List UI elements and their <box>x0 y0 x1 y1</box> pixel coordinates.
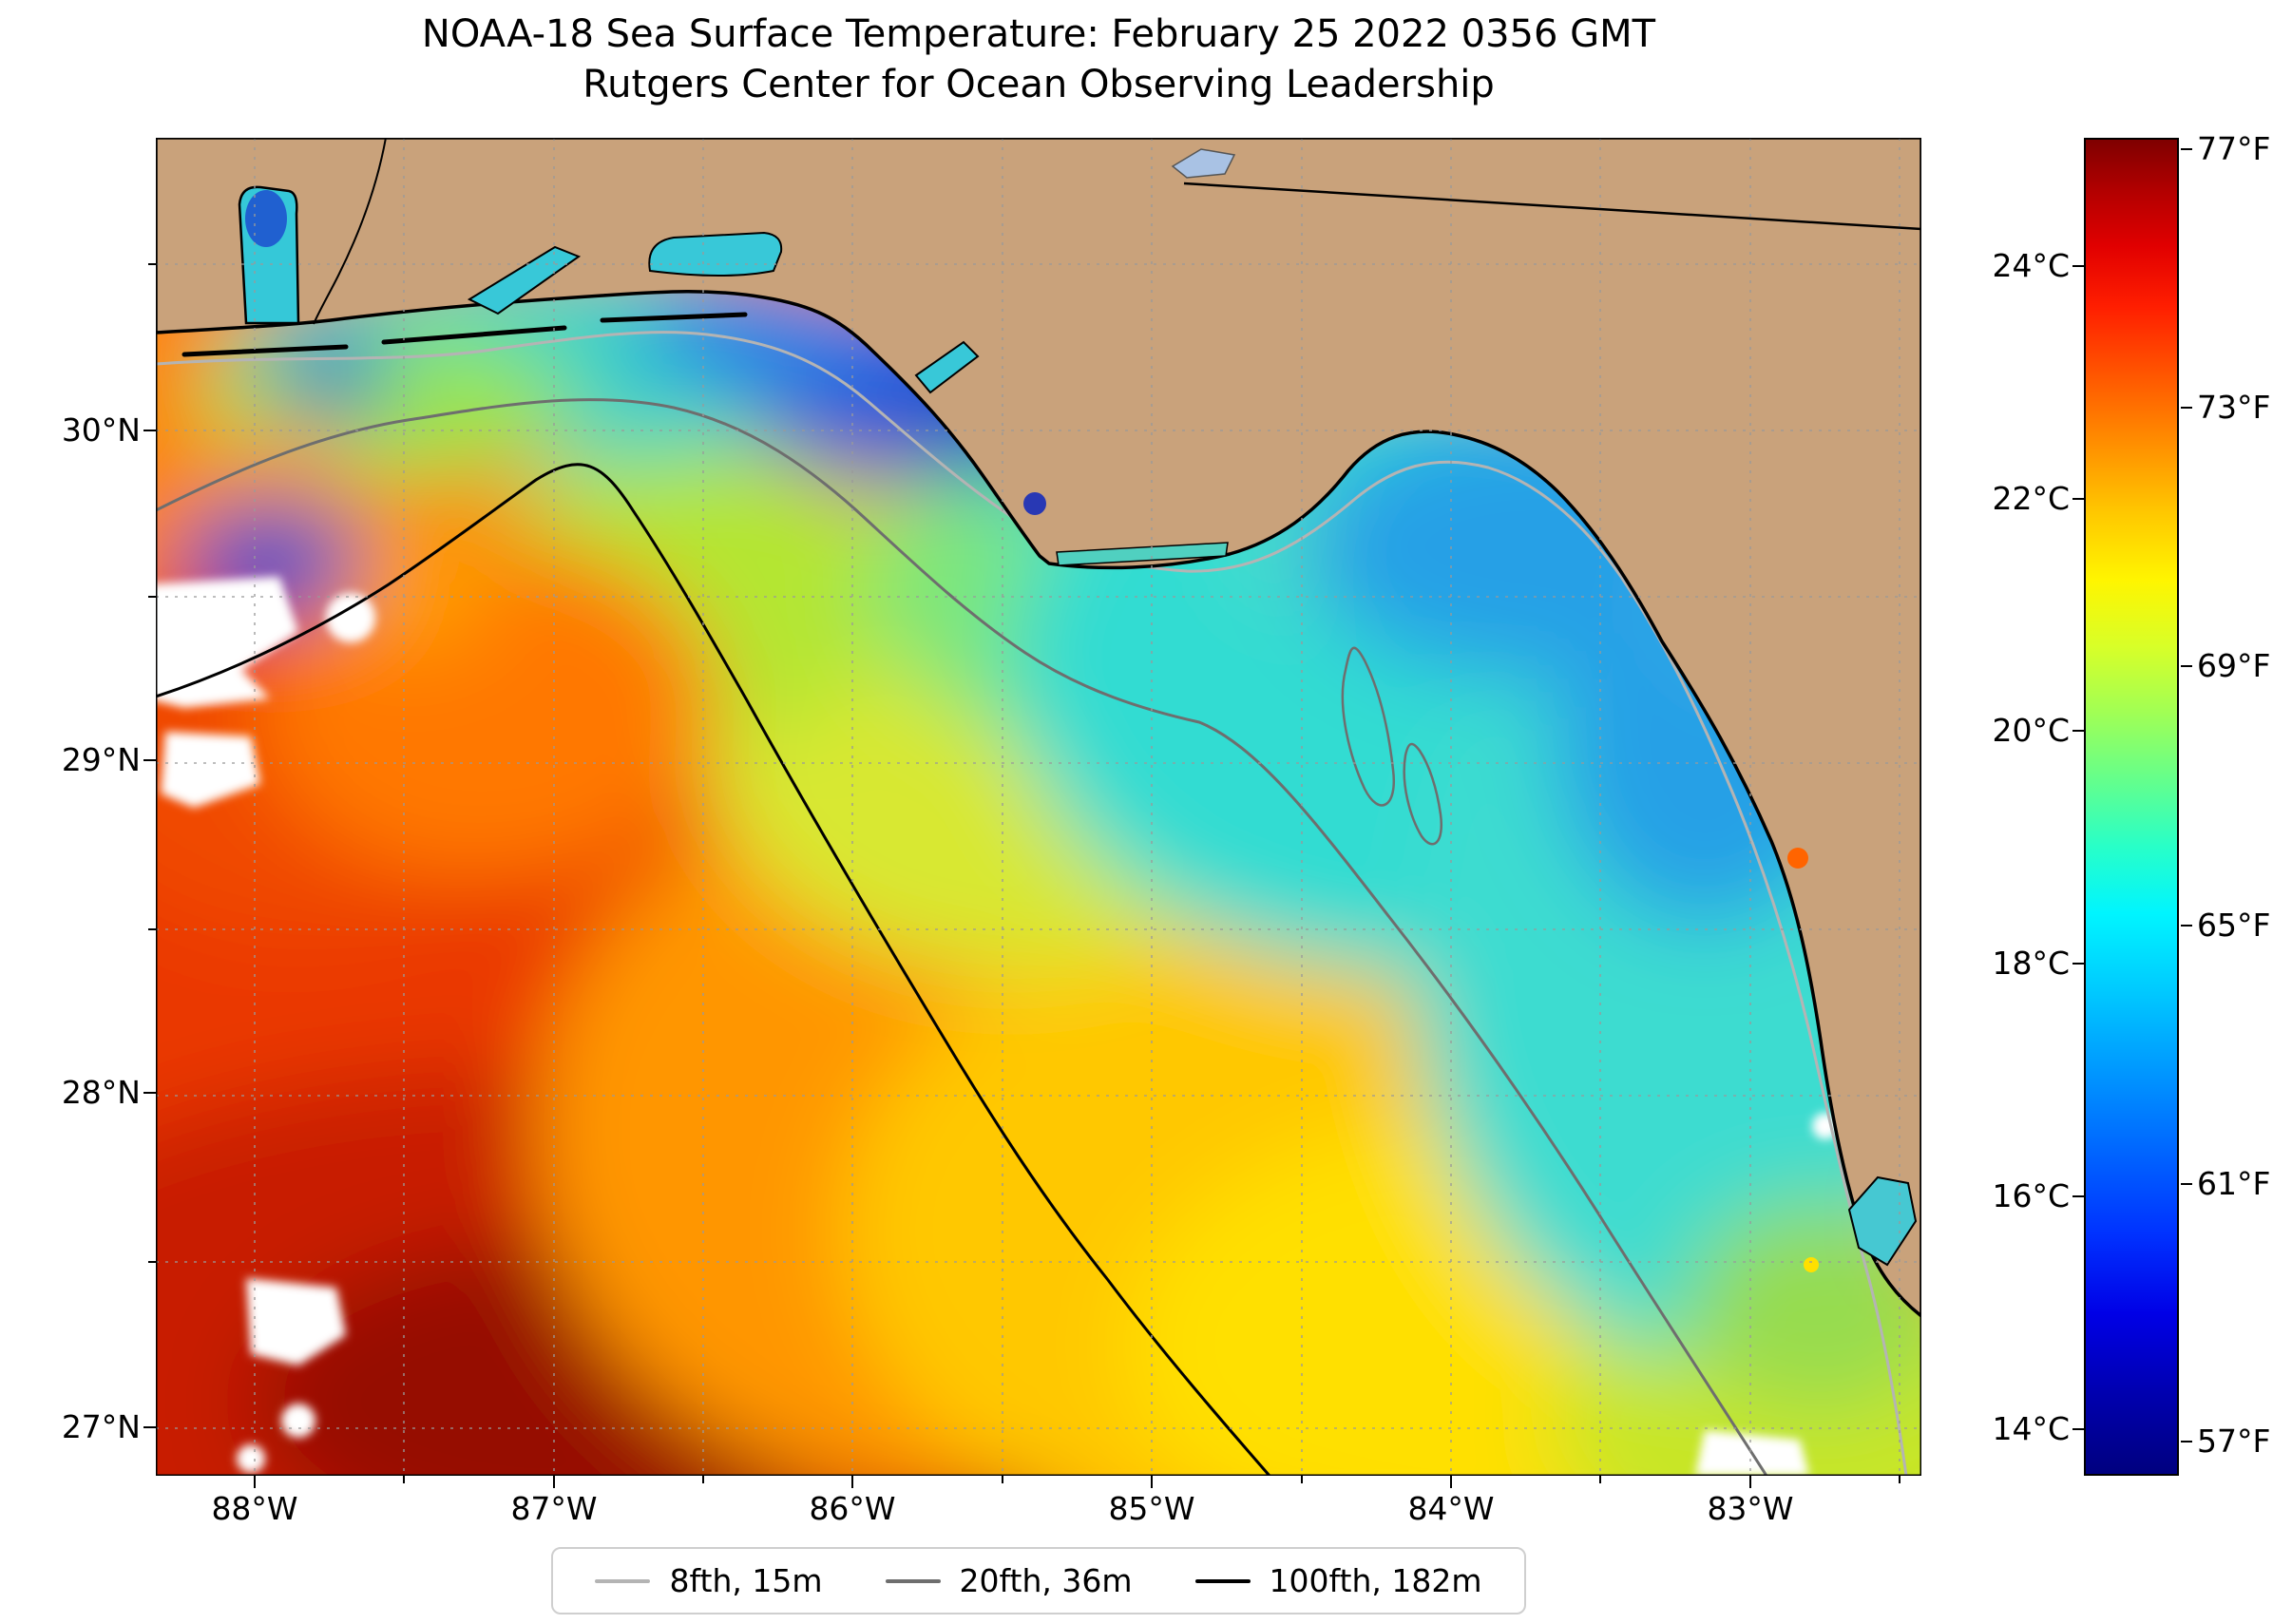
x-tick-mark <box>1749 1476 1751 1488</box>
colorbar-tick-mark-c <box>2072 963 2084 965</box>
contour-20fth-shoal <box>1403 742 1443 846</box>
x-minor-tick-mark <box>1899 1476 1900 1483</box>
colorbar-label-fahrenheit: 61°F <box>2197 1165 2271 1202</box>
contour-100fth <box>156 463 1271 1476</box>
x-tick-label: 85°W <box>1108 1490 1195 1527</box>
land-group <box>156 138 1921 1318</box>
contour-8fth <box>156 331 1908 1476</box>
land-mass <box>156 138 1921 1318</box>
bathymetry-contours <box>156 331 1908 1476</box>
x-tick-label: 87°W <box>510 1490 598 1527</box>
colorbar-label-celsius: 14°C <box>1992 1410 2070 1447</box>
title-block: NOAA-18 Sea Surface Temperature: Februar… <box>156 10 1921 110</box>
contour-20fth <box>156 398 1768 1476</box>
y-tick-mark <box>143 759 156 761</box>
y-tick-label: 29°N <box>61 741 141 778</box>
colorbar-tick-mark-f <box>2181 665 2192 667</box>
colorbar-label-fahrenheit: 69°F <box>2197 647 2271 684</box>
colorbar-tick-mark-f <box>2181 148 2192 150</box>
nearshore-spots <box>1023 492 1819 1272</box>
y-tick-label: 27°N <box>61 1408 141 1445</box>
legend-item: 20fth, 36m <box>885 1562 1133 1599</box>
x-tick-mark <box>1151 1476 1153 1488</box>
x-tick-label: 86°W <box>809 1490 896 1527</box>
contour-line-sample-8fth <box>595 1578 651 1583</box>
y-tick-mark <box>143 430 156 431</box>
sst-map-svg <box>156 138 1921 1476</box>
x-minor-tick-mark <box>1599 1476 1601 1483</box>
x-tick-label: 83°W <box>1707 1490 1794 1527</box>
colorbar-label-fahrenheit: 77°F <box>2197 130 2271 167</box>
y-minor-tick-mark <box>148 596 156 598</box>
contour-20fth-shoal <box>1341 646 1396 807</box>
colorbar-label-celsius: 20°C <box>1992 712 2070 749</box>
colorbar-tick-mark-c <box>2072 498 2084 500</box>
colorbar-tick-mark-f <box>2181 1441 2192 1442</box>
colorbar-label-celsius: 18°C <box>1992 945 2070 982</box>
colorbar-label-celsius: 24°C <box>1992 247 2070 284</box>
y-tick-label: 30°N <box>61 411 141 449</box>
colorbar-tick-mark-f <box>2181 407 2192 409</box>
map-plot-area <box>156 138 1921 1476</box>
barrier-islands <box>181 312 748 357</box>
legend-label: 8fth, 15m <box>669 1562 823 1599</box>
legend-wrap: 8fth, 15m 20fth, 36m 100fth, 182m <box>156 1547 1921 1614</box>
chart-title: NOAA-18 Sea Surface Temperature: Februar… <box>421 12 1656 56</box>
legend-item: 8fth, 15m <box>595 1562 823 1599</box>
colorbar-tick-mark-c <box>2072 1195 2084 1197</box>
y-tick-label: 28°N <box>61 1074 141 1111</box>
x-tick-mark <box>1450 1476 1452 1488</box>
contour-line-sample-100fth <box>1194 1578 1251 1583</box>
colorbar-label-fahrenheit: 65°F <box>2197 907 2271 944</box>
legend-label: 20fth, 36m <box>959 1562 1133 1599</box>
colorbar-label-fahrenheit: 73°F <box>2197 389 2271 426</box>
colorbar-label-celsius: 22°C <box>1992 480 2070 517</box>
x-tick-mark <box>254 1476 256 1488</box>
mobile-bay-cold-patch <box>245 190 287 247</box>
y-minor-tick-mark <box>148 1261 156 1263</box>
apalachicola-lagoon <box>1056 542 1229 566</box>
y-minor-tick-mark <box>148 263 156 265</box>
st-andrew-bay <box>914 340 980 394</box>
y-tick-mark <box>143 1426 156 1428</box>
choctawhatchee-bay <box>648 231 783 277</box>
colorbar-tick-mark-c <box>2072 730 2084 732</box>
x-tick-label: 84°W <box>1407 1490 1495 1527</box>
x-tick-mark <box>553 1476 555 1488</box>
x-minor-tick-mark <box>403 1476 405 1483</box>
river <box>313 138 387 325</box>
contour-legend: 8fth, 15m 20fth, 36m 100fth, 182m <box>551 1547 1526 1614</box>
x-tick-mark <box>851 1476 853 1488</box>
lake <box>1171 148 1236 179</box>
colorbar <box>2084 138 2179 1476</box>
colorbar-tick-mark-c <box>2072 1428 2084 1430</box>
colorbar-tick-mark-c <box>2072 265 2084 267</box>
y-minor-tick-mark <box>148 928 156 930</box>
colorbar-tick-mark-f <box>2181 925 2192 927</box>
x-minor-tick-mark <box>1002 1476 1003 1483</box>
chart-subtitle: Rutgers Center for Ocean Observing Leade… <box>583 63 1495 106</box>
x-tick-label: 88°W <box>211 1490 298 1527</box>
contour-line-sample-20fth <box>885 1578 941 1583</box>
legend-item: 100fth, 182m <box>1194 1562 1482 1599</box>
legend-label: 100fth, 182m <box>1269 1562 1482 1599</box>
x-minor-tick-mark <box>1301 1476 1303 1483</box>
x-minor-tick-mark <box>702 1476 704 1483</box>
colorbar-label-fahrenheit: 57°F <box>2197 1423 2271 1460</box>
colorbar-tick-mark-f <box>2181 1183 2192 1185</box>
y-tick-mark <box>143 1092 156 1094</box>
state-line <box>1183 182 1921 231</box>
colorbar-label-celsius: 16°C <box>1992 1177 2070 1214</box>
